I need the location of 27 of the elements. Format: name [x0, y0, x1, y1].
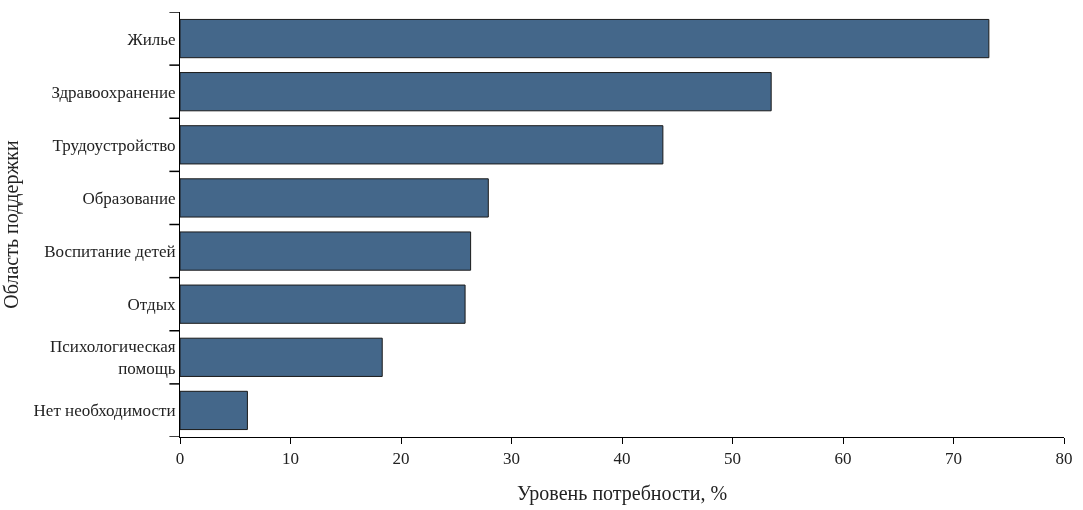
x-tick-label: 30 — [503, 449, 520, 469]
y-tick-label: Жилье — [127, 29, 176, 49]
bar — [180, 125, 664, 165]
x-tick-label: 10 — [282, 449, 299, 469]
x-tick-label: 80 — [1055, 449, 1073, 469]
y-tick-label: Нет необходимости — [33, 401, 176, 421]
x-tick-label: 40 — [613, 449, 631, 469]
bar — [180, 72, 772, 112]
y-axis-title: Область поддержки — [0, 140, 23, 309]
bar — [180, 18, 990, 59]
x-tick-label: 20 — [392, 449, 410, 469]
y-tick-label: Образование — [82, 188, 176, 208]
y-tick-label: Психологическая помощь — [50, 337, 176, 379]
bar — [180, 337, 383, 377]
bar — [180, 284, 466, 324]
x-tick-label: 70 — [945, 449, 962, 469]
x-tick-label: 0 — [175, 449, 185, 469]
y-tick-label: Трудоустройство — [52, 135, 176, 155]
x-axis-title: Уровень потребности, % — [516, 481, 728, 505]
bar — [180, 390, 248, 431]
y-tick-label: Воспитание детей — [44, 242, 176, 262]
bar — [180, 231, 472, 271]
x-tick-label: 60 — [834, 449, 852, 469]
bar — [180, 178, 489, 218]
y-tick-label: Отдых — [127, 295, 177, 315]
x-tick-label: 50 — [724, 449, 741, 469]
y-tick-label: Здравоохранение — [51, 82, 176, 102]
